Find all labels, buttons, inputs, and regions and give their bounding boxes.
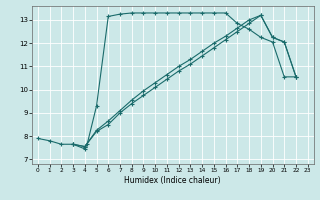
X-axis label: Humidex (Indice chaleur): Humidex (Indice chaleur) bbox=[124, 176, 221, 185]
